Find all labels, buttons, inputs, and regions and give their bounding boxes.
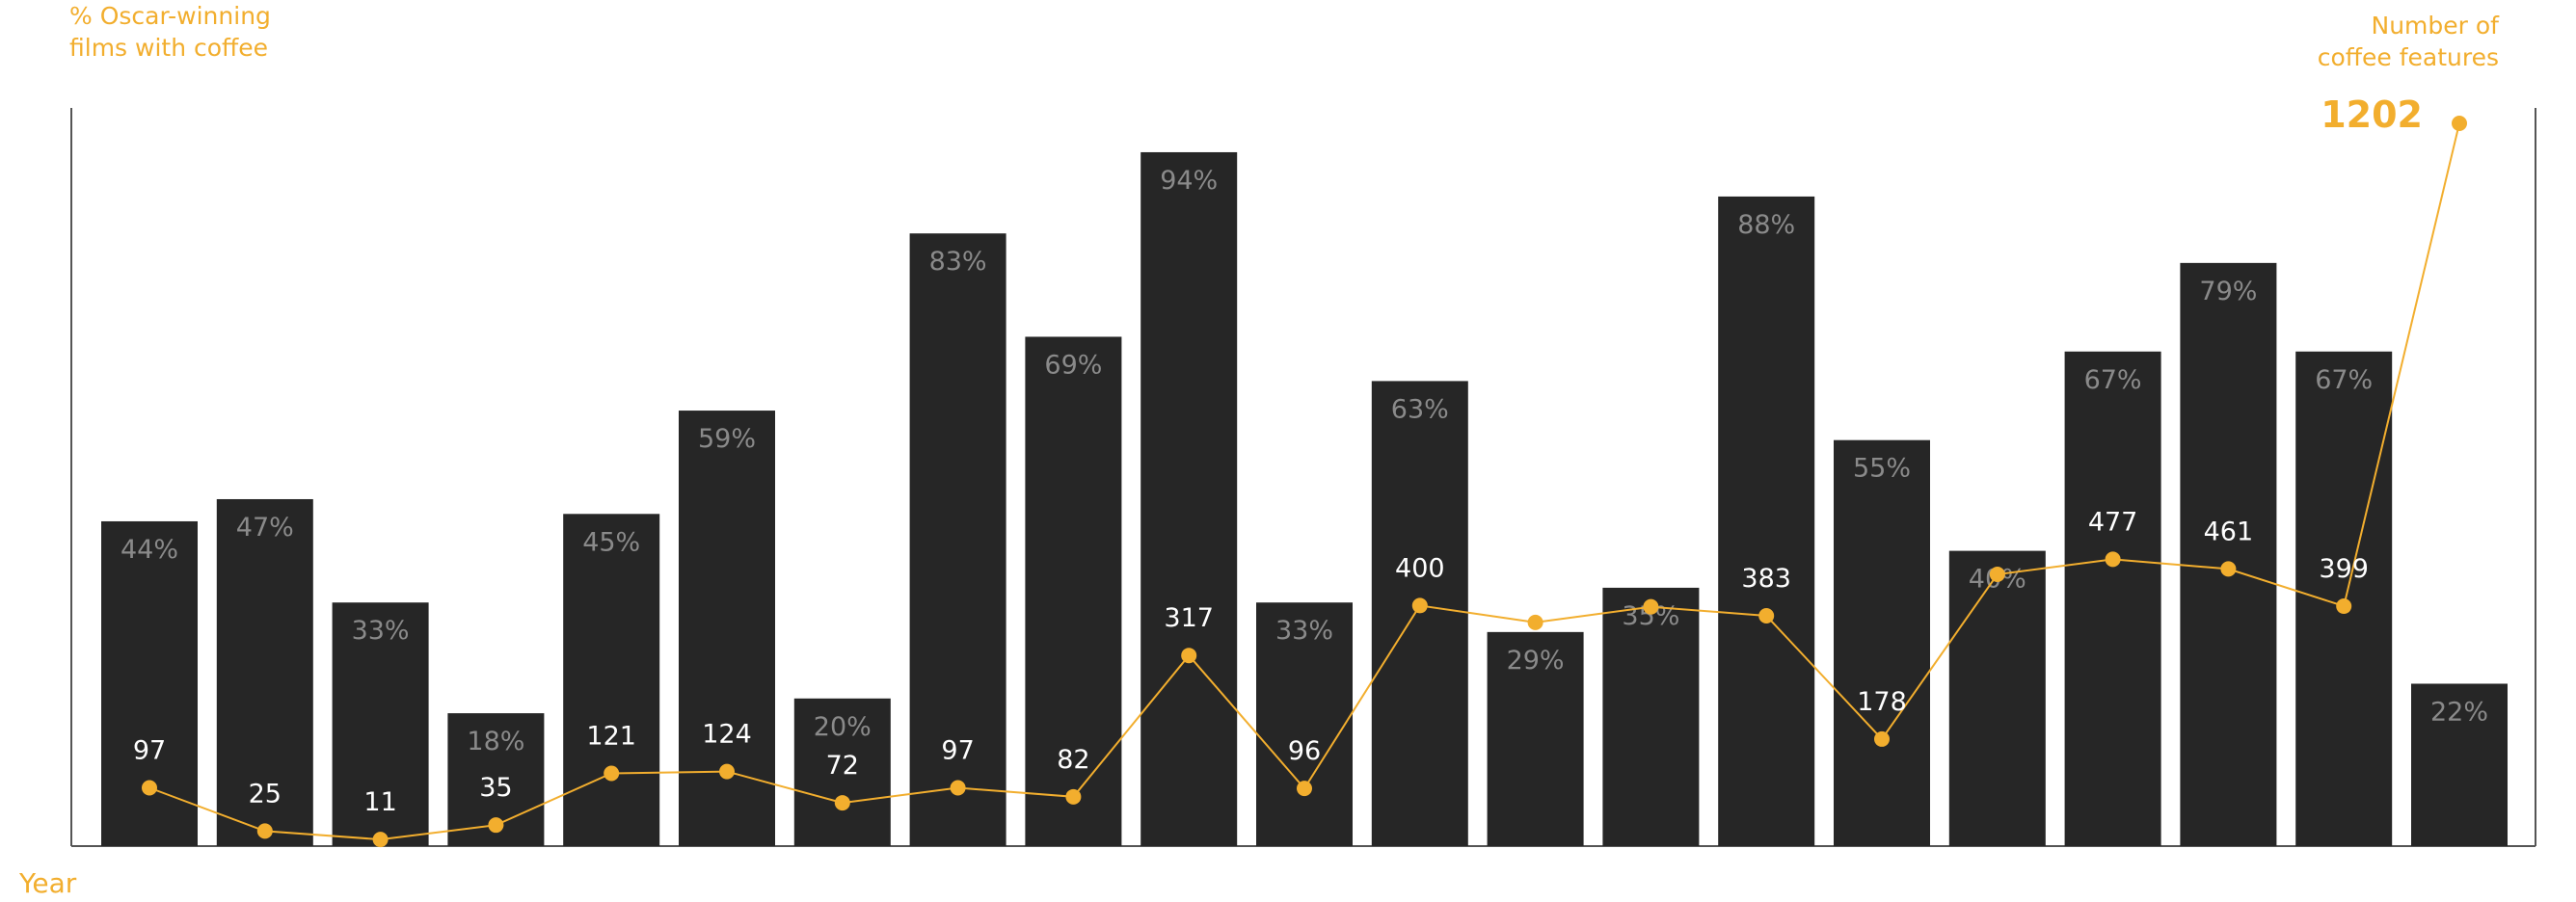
bar [2180,262,2277,846]
line-point [1411,597,1428,614]
line-point [372,832,389,848]
line-value-label: 97 [941,735,974,765]
bar-value-label: 67% [2315,365,2373,395]
line-value-label: 97 [133,735,166,765]
line-point [1989,566,2005,582]
bar-value-label: 33% [1275,616,1333,646]
left-axis-title-line-2: films with coffee [69,34,269,62]
line-value-label: 25 [249,779,282,809]
bar-value-label: 22% [2430,697,2488,727]
line-value-label: 399 [2319,554,2369,584]
bar-value-label: 20% [814,712,872,742]
line-point [834,795,850,811]
line-value-label: 383 [1741,564,1791,594]
line-value-label: 82 [1057,745,1089,775]
bar [1718,196,1815,847]
bar [563,514,660,846]
line-value-label: 72 [826,751,859,781]
line-point [1758,608,1775,624]
bar-value-label: 63% [1391,394,1449,424]
bar-value-label: 79% [2199,277,2257,306]
bar-value-label: 18% [467,727,524,756]
bar [1834,439,1930,846]
bar [2411,683,2508,846]
left-axis-title: % Oscar-winning films with coffee [69,0,416,64]
line-value-label: 400 [1395,553,1445,583]
bar-value-label: 59% [698,424,756,454]
bar [1140,151,1238,846]
line-value-label: 317 [1164,603,1214,633]
line-value-label: 477 [2088,507,2138,537]
bar-value-label: 83% [929,247,987,277]
bar [1948,550,2046,846]
bar-value-label: 67% [2084,365,2142,395]
bar-value-label: 33% [352,616,410,646]
bar [2064,351,2161,846]
line-point [2336,598,2352,615]
bar-series: 44% 47% 33% 18% 45% 59% 20% 83% 69% 94% 33% 63% 29% 3… [101,151,2508,847]
bar-value-label: 29% [1507,646,1565,676]
bar-value-label: 44% [121,535,178,565]
line-final-value-label: 1202 [2321,93,2423,136]
line-point [719,763,735,780]
bar [332,602,429,846]
line-value-label: 11 [363,787,396,817]
line-point [950,780,966,796]
bar-value-label: 94% [1160,166,1218,196]
line-value-label: 35 [479,773,512,803]
bar [1371,381,1468,846]
bar [909,233,1006,847]
line-point [256,823,273,839]
bar [1602,587,1700,846]
bar [793,698,891,846]
bar [1025,336,1122,847]
line-value-label: 461 [2204,517,2254,546]
left-axis-title-line-1: % Oscar-winning [69,2,271,30]
line-point [142,780,157,796]
line-point [1297,781,1312,797]
line-point [488,817,504,834]
bar-value-label: 45% [582,527,640,557]
line-point [604,765,620,782]
right-axis-title-line-2: coffee features [2317,43,2499,71]
line-point [1065,788,1082,805]
bar [101,520,198,846]
line-point [2105,551,2121,568]
right-axis-title-line-1: Number of [2371,12,2499,40]
bar-value-label: 55% [1853,454,1911,484]
line-value-label: 96 [1288,736,1321,766]
bar-value-label: 69% [1044,350,1102,380]
bar [1256,602,1353,846]
line-value-label: 124 [702,720,752,750]
bar-value-label: 88% [1737,210,1795,240]
line-value-label: 121 [586,722,636,752]
line-point [1181,648,1197,664]
bar [216,498,313,846]
line-point [2220,561,2237,577]
bar [1487,631,1584,846]
right-axis-title: Number of coffee features [2210,10,2499,73]
line-point [1874,730,1890,747]
line-point [1643,598,1659,615]
line-value-label: 178 [1857,687,1907,717]
line-point [1527,614,1543,630]
x-axis-title: Year [19,867,77,899]
bar-value-label: 47% [236,513,294,543]
line-point [2452,116,2467,131]
line-series: 97 25 11 35 121 124 72 97 82 317 96 400 383 178 477 461… [133,93,2467,848]
